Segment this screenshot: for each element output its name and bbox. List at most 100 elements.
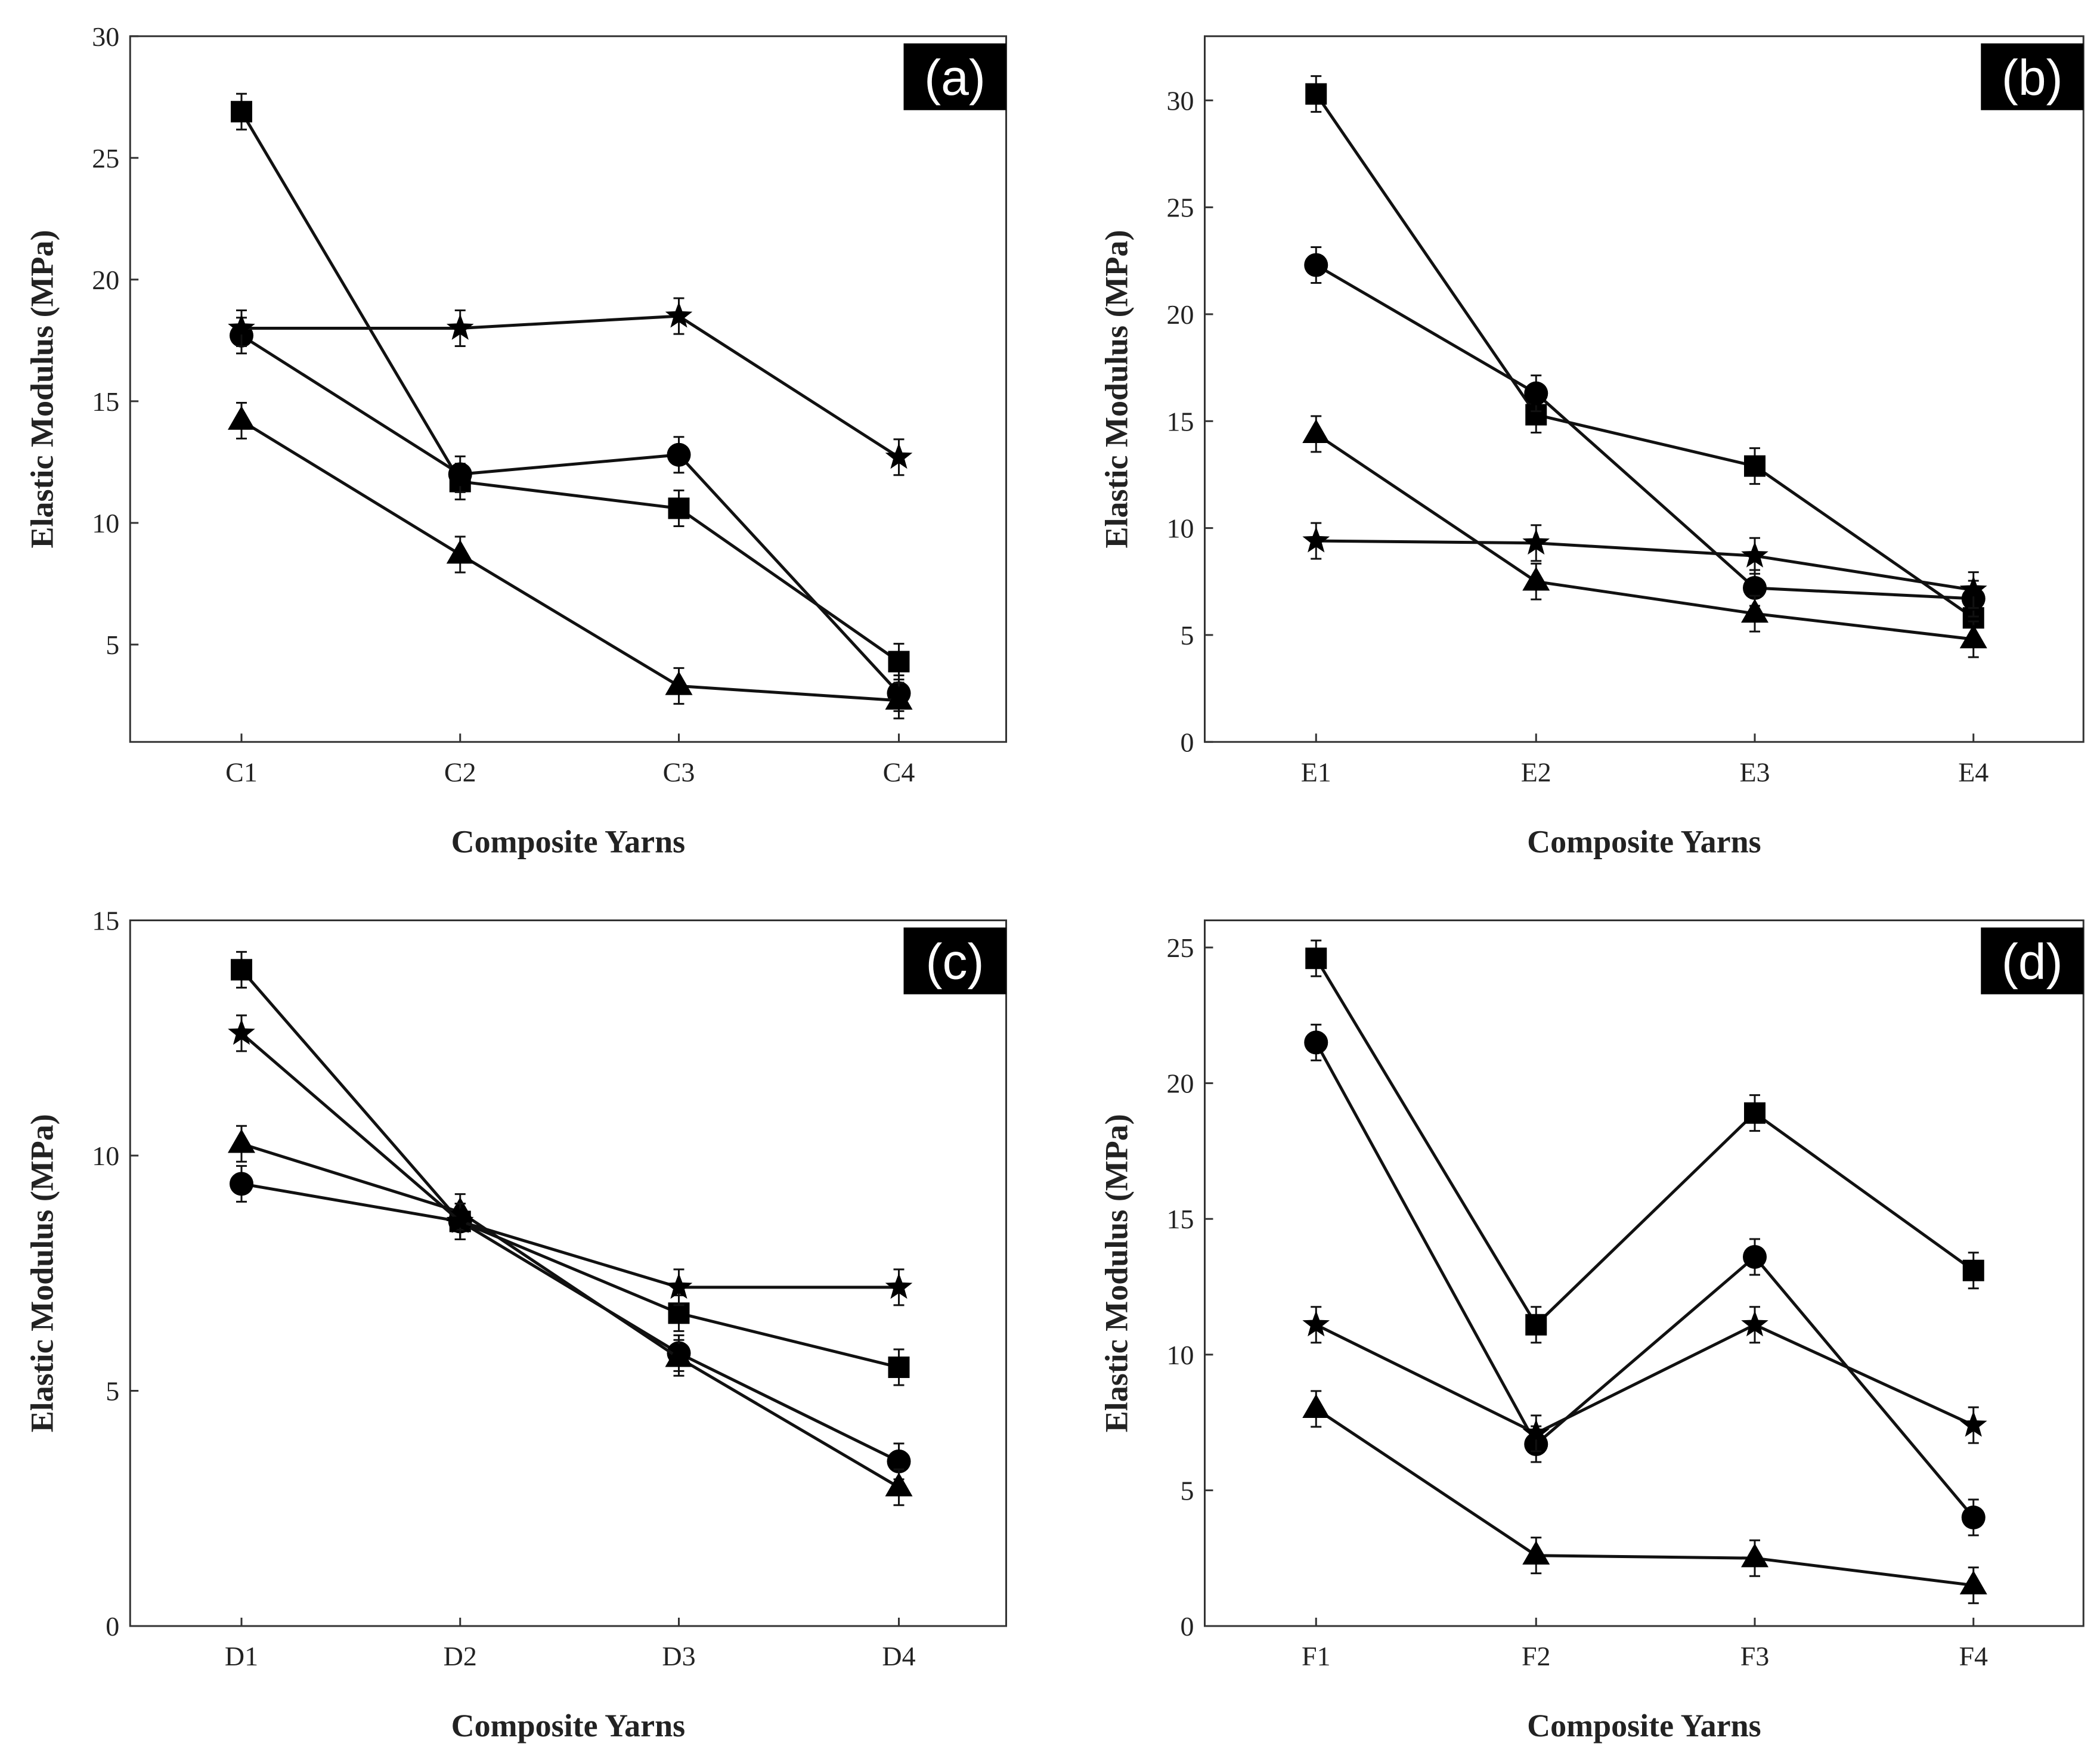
data-point-triangle xyxy=(1522,1540,1550,1565)
series-star xyxy=(1302,522,1987,609)
data-point-circle xyxy=(1961,1505,1986,1529)
y-tick-label: 25 xyxy=(92,143,119,174)
x-tick-label: F1 xyxy=(1302,1641,1331,1671)
series-line xyxy=(240,419,899,702)
series-square xyxy=(1305,75,1984,637)
y-tick-label: 20 xyxy=(1167,1069,1194,1099)
y-tick-label: 15 xyxy=(1167,1204,1194,1234)
data-point-star xyxy=(1302,527,1330,553)
y-tick-label: 10 xyxy=(92,508,119,538)
data-point-square xyxy=(1305,947,1327,970)
data-point-triangle xyxy=(1302,419,1330,444)
x-tick-label: C3 xyxy=(663,757,695,787)
data-point-star xyxy=(1741,541,1768,568)
series-circle xyxy=(1304,246,1986,618)
x-tick-label: F4 xyxy=(1959,1641,1988,1671)
data-point-circle xyxy=(230,1172,253,1196)
data-point-square xyxy=(1525,1314,1547,1336)
y-tick-label: 10 xyxy=(92,1141,119,1171)
plot-frame xyxy=(129,919,1007,1627)
y-tick-label: 15 xyxy=(92,906,119,936)
series-circle xyxy=(1304,1023,1986,1537)
plot-frame xyxy=(1204,35,2084,743)
y-axis-title: Elastic Modulus (MPa) xyxy=(1099,230,1135,549)
y-tick-label: 20 xyxy=(92,265,119,295)
data-point-circle xyxy=(667,442,691,467)
series-line xyxy=(1315,1407,1974,1587)
x-tick-label: E3 xyxy=(1739,757,1770,787)
series-line xyxy=(241,1182,900,1463)
y-tick-label: 5 xyxy=(1181,620,1194,651)
panel-label: (c) xyxy=(926,934,984,990)
panel-label-box xyxy=(1981,927,2084,995)
panel-label-box xyxy=(1981,43,2084,110)
x-tick-label: D4 xyxy=(882,1641,915,1671)
x-tick-label: E4 xyxy=(1958,757,1989,787)
y-tick-label: 5 xyxy=(106,630,119,660)
data-point-star xyxy=(446,1207,474,1233)
data-point-square xyxy=(231,101,252,123)
panel-label-box xyxy=(903,927,1006,995)
data-point-square xyxy=(1305,83,1327,105)
y-tick-label: 5 xyxy=(1181,1475,1194,1506)
data-point-square xyxy=(1962,1259,1984,1281)
data-point-square xyxy=(1744,1102,1766,1124)
data-point-star xyxy=(228,314,255,340)
data-point-circle xyxy=(1524,381,1548,405)
data-point-star xyxy=(885,442,913,469)
data-point-star xyxy=(1959,1411,1987,1437)
series-square xyxy=(231,92,910,681)
data-point-triangle xyxy=(228,1129,255,1153)
y-axis-title: Elastic Modulus (MPa) xyxy=(1099,1114,1135,1432)
data-point-circle xyxy=(448,462,472,487)
x-tick-label: D1 xyxy=(225,1641,258,1671)
data-point-triangle xyxy=(1741,599,1768,623)
data-point-triangle xyxy=(665,671,693,695)
panel-2: 0 5 10 15 20 25 30 E1 E2 E3 E4 Composite Yarns Elast… xyxy=(1099,35,2084,859)
y-tick-label: 5 xyxy=(106,1376,119,1407)
data-point-star xyxy=(1959,575,1987,602)
series-circle xyxy=(230,317,911,713)
x-tick-label: D2 xyxy=(444,1641,477,1671)
data-point-star xyxy=(1522,528,1550,555)
data-point-square xyxy=(231,959,252,981)
series-triangle xyxy=(1302,1390,1987,1605)
y-tick-label: 30 xyxy=(1167,85,1194,116)
series-line xyxy=(1315,957,1975,1327)
series-square xyxy=(231,950,910,1386)
x-axis-title: Composite Yarns xyxy=(1527,823,1761,859)
series-line xyxy=(1315,1042,1975,1519)
panel-label: (a) xyxy=(924,49,986,106)
panel-label-box xyxy=(903,43,1006,110)
panel-3: 0 5 10 15 D1 D2 D3 D4 Composite Yarns Elastic Mod… xyxy=(24,906,1007,1743)
y-tick-label: 10 xyxy=(1167,513,1194,544)
y-tick-label: 25 xyxy=(1167,193,1194,223)
y-tick-label: 30 xyxy=(92,21,119,52)
x-tick-label: D3 xyxy=(662,1641,695,1671)
y-tick-label: 10 xyxy=(1167,1340,1194,1370)
series-line xyxy=(1316,539,1974,592)
y-tick-label: 0 xyxy=(1181,727,1194,757)
series-triangle xyxy=(228,402,913,720)
data-point-triangle xyxy=(1522,566,1550,591)
data-point-square xyxy=(668,497,690,519)
x-axis-title: Composite Yarns xyxy=(451,823,686,859)
data-point-square xyxy=(1744,455,1766,477)
series-line xyxy=(240,334,900,695)
data-point-star xyxy=(446,314,474,340)
series-line xyxy=(1315,93,1975,620)
data-point-square xyxy=(888,651,910,673)
series-triangle xyxy=(228,1125,913,1506)
series-line xyxy=(240,111,900,663)
data-point-triangle xyxy=(446,540,474,564)
data-point-triangle xyxy=(1959,624,1987,649)
y-tick-label: 0 xyxy=(106,1611,119,1642)
series-line xyxy=(1315,1323,1974,1435)
data-point-star xyxy=(885,1272,913,1299)
series-circle xyxy=(230,1165,911,1481)
data-point-circle xyxy=(1743,576,1767,600)
data-point-square xyxy=(888,1357,910,1379)
y-axis-title: Elastic Modulus (MPa) xyxy=(24,1114,60,1432)
series-line xyxy=(240,968,900,1369)
data-point-triangle xyxy=(1302,1394,1330,1419)
